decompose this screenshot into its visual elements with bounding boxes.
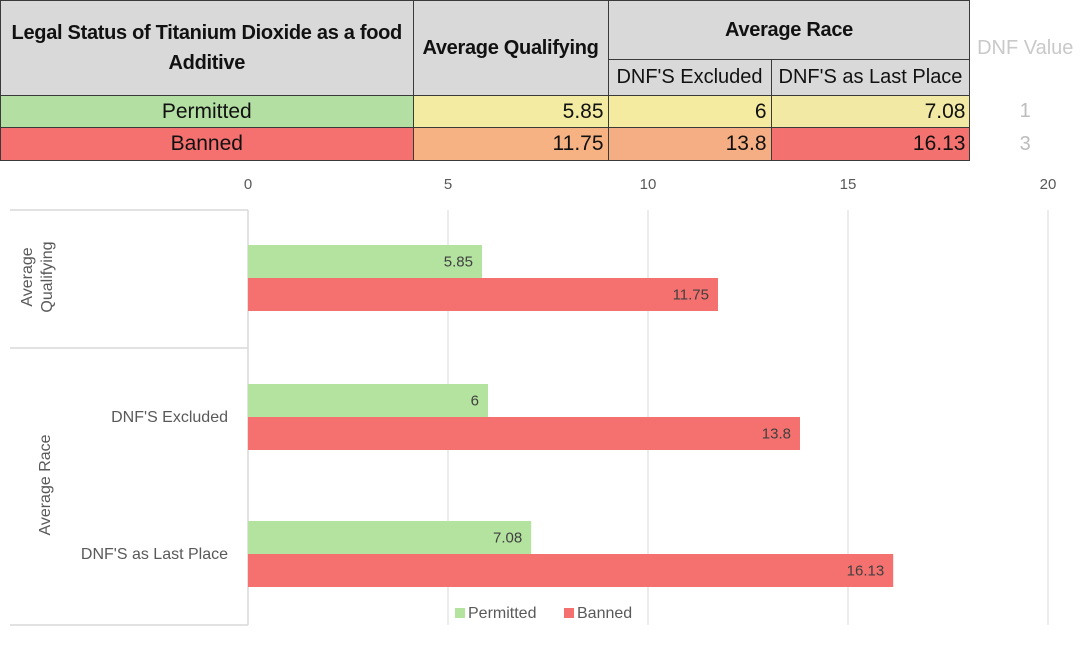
- category-label: DNF'S as Last Place: [81, 546, 228, 563]
- bar: [248, 554, 894, 587]
- status-banned: Banned: [0, 127, 414, 161]
- group-label: Average Race: [37, 434, 54, 535]
- cell-banned-dnf-excluded: 13.8: [607, 127, 772, 161]
- cell-permitted-dnf-last: 7.08: [770, 95, 971, 128]
- x-tick-label: 15: [840, 176, 857, 193]
- cell-banned-qualifying: 11.75: [412, 127, 609, 161]
- x-tick-label: 0: [244, 176, 252, 193]
- cell-permitted-dnf-excluded: 6: [607, 95, 772, 128]
- header-average-qualifying: Average Qualifying: [412, 0, 609, 96]
- data-label: 11.75: [673, 287, 709, 304]
- bar-chart: 0 5 10 15 20 5.85 11.75 6 13.8 DNF'S Excluded 7.08…: [10, 176, 1057, 626]
- table-row-banned: Banned 11.75 13.8 16.13 3: [0, 127, 1080, 161]
- legend-label: Permitted: [468, 605, 536, 622]
- header-average-race: Average Race: [607, 0, 971, 60]
- cell-permitted-qualifying: 5.85: [412, 95, 609, 128]
- group-label: Average Qualifying: [19, 241, 56, 312]
- data-label: 6: [471, 393, 479, 410]
- cell-banned-dnf-value: 3: [969, 127, 1080, 161]
- table-row-permitted: Permitted 5.85 6 7.08 1: [0, 95, 1080, 128]
- legend-label: Banned: [577, 605, 632, 622]
- data-label: 13.8: [762, 426, 791, 443]
- header-legal-status: Legal Status of Titanium Dioxide as a fo…: [0, 0, 414, 96]
- cell-permitted-dnf-value: 1: [969, 95, 1080, 128]
- x-tick-label: 20: [1040, 176, 1057, 193]
- data-label: 7.08: [493, 530, 522, 547]
- category-label: DNF'S Excluded: [111, 409, 228, 426]
- bar: [248, 278, 718, 311]
- bar: [248, 245, 482, 278]
- subheader-dnf-last-place: DNF'S as Last Place: [770, 59, 971, 96]
- bar: [248, 384, 488, 417]
- bar: [248, 521, 532, 554]
- bar: [248, 417, 800, 450]
- legend-swatch: [564, 608, 574, 618]
- x-tick-label: 5: [444, 176, 452, 193]
- x-tick-label: 10: [640, 176, 657, 193]
- data-label: 16.13: [847, 563, 885, 580]
- status-permitted: Permitted: [0, 95, 414, 128]
- results-table: Legal Status of Titanium Dioxide as a fo…: [0, 0, 1080, 161]
- header-dnf-value: DNF Value: [969, 0, 1080, 96]
- subheader-dnf-excluded: DNF'S Excluded: [607, 59, 772, 96]
- cell-banned-dnf-last: 16.13: [770, 127, 971, 161]
- legend-swatch: [455, 608, 465, 618]
- data-label: 5.85: [444, 254, 473, 271]
